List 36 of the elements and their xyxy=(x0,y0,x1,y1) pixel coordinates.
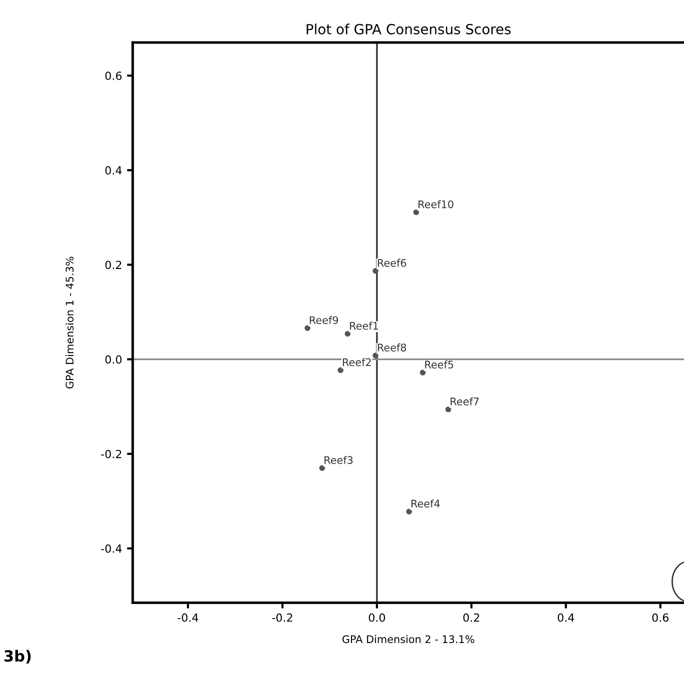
point xyxy=(413,209,420,216)
point xyxy=(304,325,310,331)
x-tick-label: 0.6 xyxy=(652,613,669,622)
point xyxy=(338,367,344,374)
point xyxy=(420,370,426,376)
point xyxy=(372,352,378,358)
point xyxy=(319,465,326,471)
annotation: Reef1 xyxy=(350,322,378,330)
y-tick-label: 0.0 xyxy=(105,355,122,364)
annotation: Reef7 xyxy=(450,397,479,406)
y-tick-label: -0.2 xyxy=(101,450,122,458)
y-axis-title: GPA Dimension 1 - 45.3% xyxy=(66,256,74,389)
point xyxy=(406,508,412,514)
x-tick-label: -0.2 xyxy=(272,613,292,622)
annotation: Reef9 xyxy=(310,316,338,324)
x-axis-title: GPA Dimension 2 - 13.1% xyxy=(342,635,474,644)
text: 3b) xyxy=(4,650,31,664)
y-tick-label: -0.4 xyxy=(101,544,122,553)
y-tick-label: 0.2 xyxy=(105,260,122,270)
annotation: Reef2 xyxy=(342,358,371,366)
x-tick-label: 0.0 xyxy=(368,613,386,622)
annotation: Reef6 xyxy=(378,258,406,267)
point xyxy=(344,330,351,337)
y-tick-label: 0.6 xyxy=(105,72,122,80)
chart-title: Plot of GPA Consensus Scores xyxy=(306,24,511,34)
x-tick-label: 0.2 xyxy=(463,613,480,622)
annotation: Reef4 xyxy=(411,499,440,508)
point xyxy=(372,268,378,274)
annotation: Reef8 xyxy=(378,343,406,352)
x-tick-label: 0.4 xyxy=(558,613,574,622)
annotation: Reef5 xyxy=(425,360,454,369)
annotation: Reef3 xyxy=(324,456,353,464)
y-tick-label: 0.4 xyxy=(105,166,122,175)
x-tick-label: -0.4 xyxy=(178,613,198,622)
annotation: Reef10 xyxy=(418,200,454,208)
point xyxy=(445,406,452,412)
